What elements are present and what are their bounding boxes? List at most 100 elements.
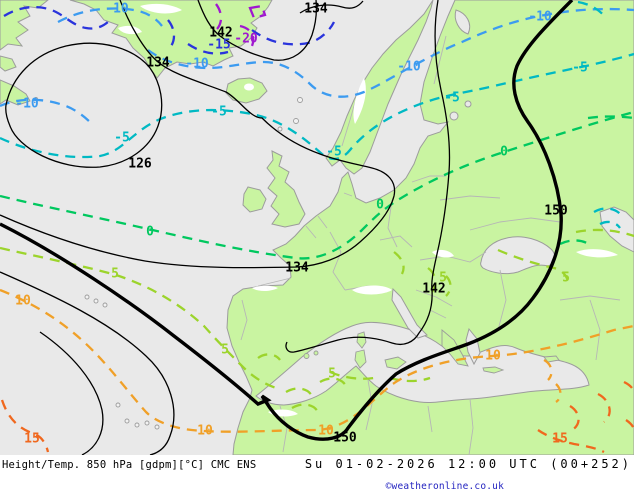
temp-label: 10 [197,424,213,439]
isotherm-line--20 [248,4,267,20]
isotherm-line-5 [497,248,570,285]
country-border [329,231,346,291]
temp-label: -15 [207,38,230,53]
land-shape [225,77,268,104]
isotherm-line-5 [329,370,375,380]
isotherm-line--15 [187,43,229,55]
isotherm-line-15 [537,429,605,454]
height-label: 126 [128,157,152,172]
islet [297,97,303,103]
height-contour [0,271,175,455]
height-label: 134 [285,261,309,276]
footer-line-2: ©weatheronline.co.uk [386,474,504,490]
country-border [469,217,561,231]
temp-label: 5 [562,271,570,286]
sea-shape [391,287,428,339]
islet [102,302,108,308]
country-border [257,277,292,287]
islet [84,294,90,300]
isotherm-line--10 [0,98,93,125]
elevation-patch [252,285,278,291]
country-border [379,235,413,248]
elevation-patch [352,285,392,295]
country-border [427,405,433,433]
temp-label: 5 [328,367,336,382]
island-shape [303,353,310,359]
status-bar: Height/Temp. 850 hPa [gdpm][°C] CMC ENS … [0,455,634,490]
temp-label: -5 [444,91,460,106]
isotherm-line-10 [555,383,562,403]
isotherm-line--5 [0,52,634,161]
footer-line-1: Height/Temp. 850 hPa [gdpm][°C] CMC ENS … [0,457,634,471]
temp-label: 0 [146,225,154,240]
isotherm-line-0 [559,239,593,247]
elevation-patch [576,249,618,258]
island-shape [356,331,367,349]
country-border [419,251,487,263]
islet [144,420,150,426]
country-border [468,398,474,455]
height-contour-thick [0,0,574,441]
isotherm-line-15 [625,419,634,431]
temp-label: 15 [24,432,40,447]
sea-shape [255,321,590,406]
isotherm-line--20 [215,3,223,30]
temp-label: 5 [221,343,229,358]
temp-label: 10 [485,349,501,364]
isotherm-line-0 [0,110,634,260]
height-label: 142 [422,282,445,297]
land-shape [266,150,306,228]
country-border [439,195,501,201]
map-area: 134 142 134 126 134 142 150 150 -10 -20 -15 -10 -10-… [0,0,634,455]
sea-shape [599,206,634,253]
temp-label: -20 [234,32,258,47]
isotherm-line-15 [623,380,634,395]
isotherm-line-5 [393,251,405,275]
country-border [365,379,373,431]
height-label: 150 [544,204,568,219]
temp-label: -10 [105,2,129,17]
copyright-link[interactable]: ©weatheronline.co.uk [385,481,504,490]
isotherm-line-10 [543,358,553,381]
temp-label: -5 [572,61,588,76]
sea-shape [454,9,471,35]
land-shape [242,186,267,213]
sea-shape [449,111,459,121]
isotherm-line-0 [587,115,634,120]
isotherm-line--10 [57,7,163,27]
temp-label: -5 [114,131,130,146]
land-shape [0,55,17,72]
country-border [317,215,328,229]
island-shape [354,349,367,369]
temp-label: -10 [15,97,39,112]
temp-label: 5 [439,271,447,286]
isotherm-line-5 [575,228,634,238]
valid-time: Su 01-02-2026 12:00 UTC (00+252) [304,457,632,471]
elevation-patch [353,78,366,124]
sea-shape [464,100,472,108]
country-border [497,269,507,331]
islet [124,418,130,424]
isotherm-line--5 [599,220,621,229]
islet [154,424,160,430]
height-contour [39,331,104,455]
isotherm-line-5 [427,267,437,293]
elevation-patch [118,25,142,35]
islet [277,126,283,132]
country-border [429,309,447,319]
temp-label: 0 [376,198,384,213]
temp-label: -10 [528,10,552,25]
temp-label: 10 [318,424,334,439]
islet [293,118,299,124]
temp-label: -10 [397,60,421,75]
country-border [411,175,446,183]
land-shape [69,0,273,79]
islet [115,402,121,408]
isotherm-line-15 [569,405,580,431]
islet [134,422,140,428]
temp-label: -5 [326,145,342,160]
country-border [240,299,248,341]
temp-label: 10 [15,294,31,309]
country-border [589,299,601,361]
